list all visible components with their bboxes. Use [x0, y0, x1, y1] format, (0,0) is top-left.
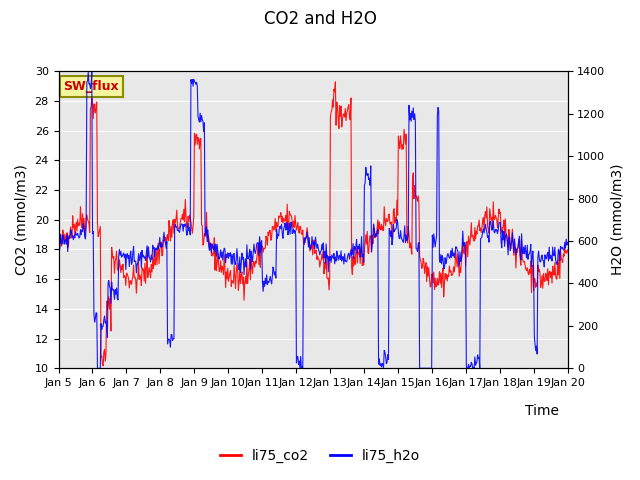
Text: CO2 and H2O: CO2 and H2O [264, 10, 376, 28]
Y-axis label: CO2 (mmol/m3): CO2 (mmol/m3) [15, 164, 29, 275]
X-axis label: Time: Time [525, 404, 559, 418]
Y-axis label: H2O (mmol/m3): H2O (mmol/m3) [611, 164, 625, 276]
Legend: li75_co2, li75_h2o: li75_co2, li75_h2o [214, 443, 426, 468]
Text: SW_flux: SW_flux [63, 80, 119, 93]
